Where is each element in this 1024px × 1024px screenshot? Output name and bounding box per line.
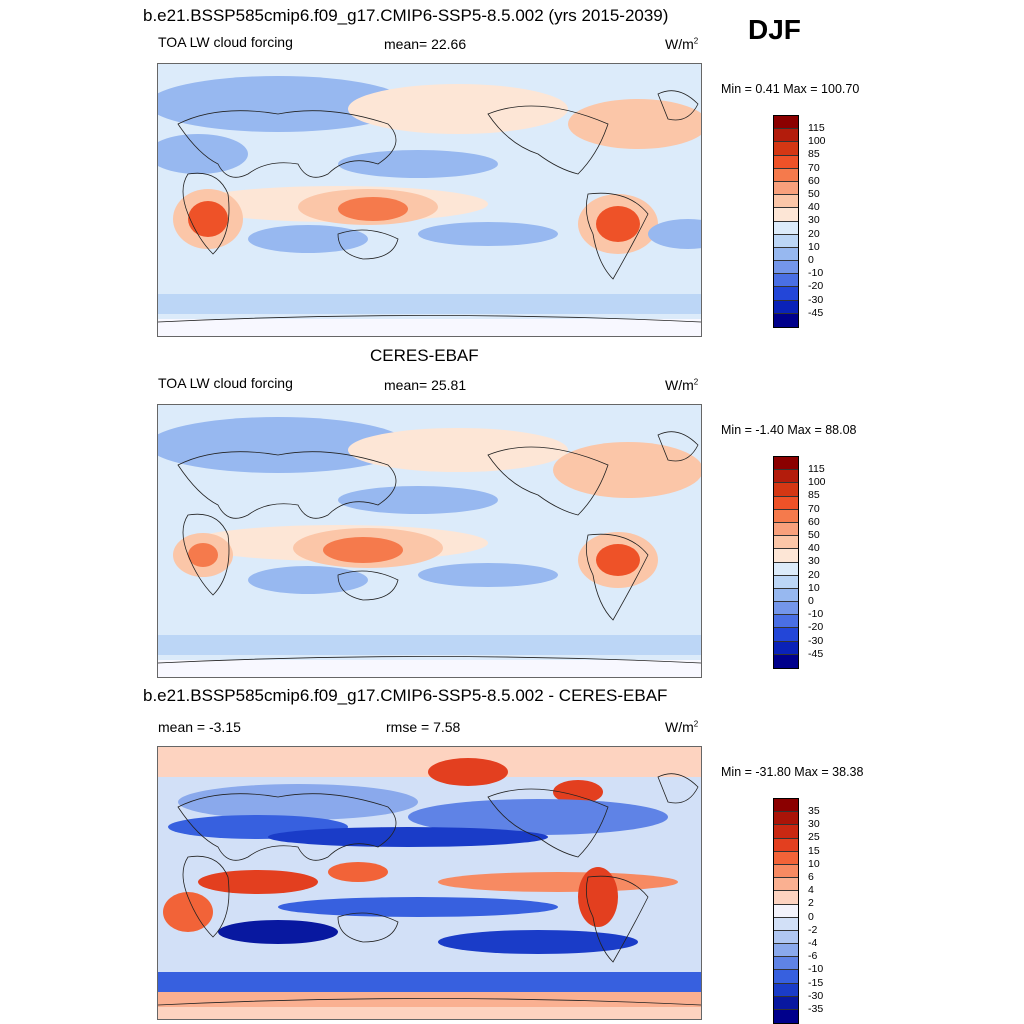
colorbar-tick-label: 70 (808, 161, 820, 174)
colorbar-tick-label: -10 (808, 963, 824, 976)
panel-3-map (157, 746, 702, 1020)
panel-3-title: b.e21.BSSP585cmip6.f09_g17.CMIP6-SSP5-8.… (143, 686, 668, 705)
colorbar-tick-label: 0 (808, 595, 814, 607)
colorbar-tick-label: 40 (808, 542, 820, 555)
colorbar-tick-label: 25 (808, 831, 820, 844)
colorbar-tick-label: -15 (808, 976, 824, 989)
panel-1-title: b.e21.BSSP585cmip6.f09_g17.CMIP6-SSP5-8.… (143, 6, 669, 25)
panel-1-variable: TOA LW cloud forcing (158, 34, 293, 50)
panel-3-colorbar (773, 798, 799, 1024)
panel-1-colorbar (773, 115, 799, 328)
colorbar-tick-label: -20 (808, 621, 824, 634)
colorbar-tick-label: 2 (808, 897, 814, 910)
panel-2-colorbar (773, 456, 799, 669)
panel-3-rmse: rmse = 7.58 (386, 719, 461, 735)
colorbar-tick-label: -10 (808, 267, 824, 280)
panel-1-mean: mean= 22.66 (384, 36, 467, 52)
colorbar-tick-label: 85 (808, 148, 820, 161)
colorbar-tick-label: 30 (808, 214, 820, 227)
colorbar-tick-label: 115 (808, 122, 825, 134)
colorbar-tick-label: 100 (808, 476, 826, 489)
colorbar-tick-label: -30 (808, 293, 824, 306)
panel-2-map (157, 404, 702, 678)
panel-3-minmax: Min = -31.80 Max = 38.38 (721, 765, 864, 779)
colorbar-tick-label: 50 (808, 188, 820, 200)
colorbar-tick-label: -45 (808, 306, 824, 319)
colorbar-tick-label: -10 (808, 608, 824, 621)
colorbar-tick-label: 35 (808, 805, 820, 817)
colorbar-tick-label: 30 (808, 818, 820, 831)
colorbar-tick-label: 6 (808, 871, 814, 883)
colorbar-tick-label: -45 (808, 647, 824, 660)
colorbar-tick-label: 85 (808, 489, 820, 502)
panel-3-mean: mean = -3.15 (158, 719, 241, 735)
colorbar-tick-label: 10 (808, 240, 820, 253)
colorbar-tick-label: 60 (808, 515, 820, 528)
colorbar-tick-label: 50 (808, 529, 820, 541)
colorbar-tick-label: 40 (808, 201, 820, 214)
panel-2-title: CERES-EBAF (370, 346, 479, 365)
colorbar-tick-label: 100 (808, 135, 826, 148)
colorbar-tick-label: -2 (808, 923, 818, 936)
colorbar-tick-label: -30 (808, 989, 824, 1002)
colorbar-tick-label: 20 (808, 568, 820, 581)
colorbar-tick-label: 0 (808, 254, 814, 266)
panel-2-variable: TOA LW cloud forcing (158, 375, 293, 391)
colorbar-tick-label: -30 (808, 634, 824, 647)
colorbar-tick-label: 70 (808, 502, 820, 515)
colorbar-tick-label: 60 (808, 174, 820, 187)
panel-2-mean: mean= 25.81 (384, 377, 467, 393)
panel-2-minmax: Min = -1.40 Max = 88.08 (721, 423, 857, 437)
colorbar-tick-label: 4 (808, 884, 814, 897)
panel-2-units: W/m2 (665, 377, 699, 393)
panel-1-minmax: Min = 0.41 Max = 100.70 (721, 82, 860, 96)
season-label: DJF (748, 14, 801, 45)
colorbar-tick-label: -4 (808, 937, 818, 949)
colorbar-tick-label: 0 (808, 910, 814, 923)
colorbar-tick-label: -6 (808, 950, 818, 963)
panel-1-units: W/m2 (665, 36, 699, 52)
colorbar-tick-label: 15 (808, 844, 820, 857)
colorbar-tick-label: -35 (808, 1003, 824, 1015)
colorbar-tick-label: 30 (808, 555, 820, 568)
colorbar-tick-label: 10 (808, 581, 820, 594)
colorbar-tick-label: 115 (808, 463, 825, 475)
panel-1-map (157, 63, 702, 337)
panel-3-units: W/m2 (665, 719, 699, 735)
colorbar-tick-label: 20 (808, 227, 820, 240)
colorbar-tick-label: 10 (808, 857, 820, 870)
colorbar-tick-label: -20 (808, 280, 824, 293)
